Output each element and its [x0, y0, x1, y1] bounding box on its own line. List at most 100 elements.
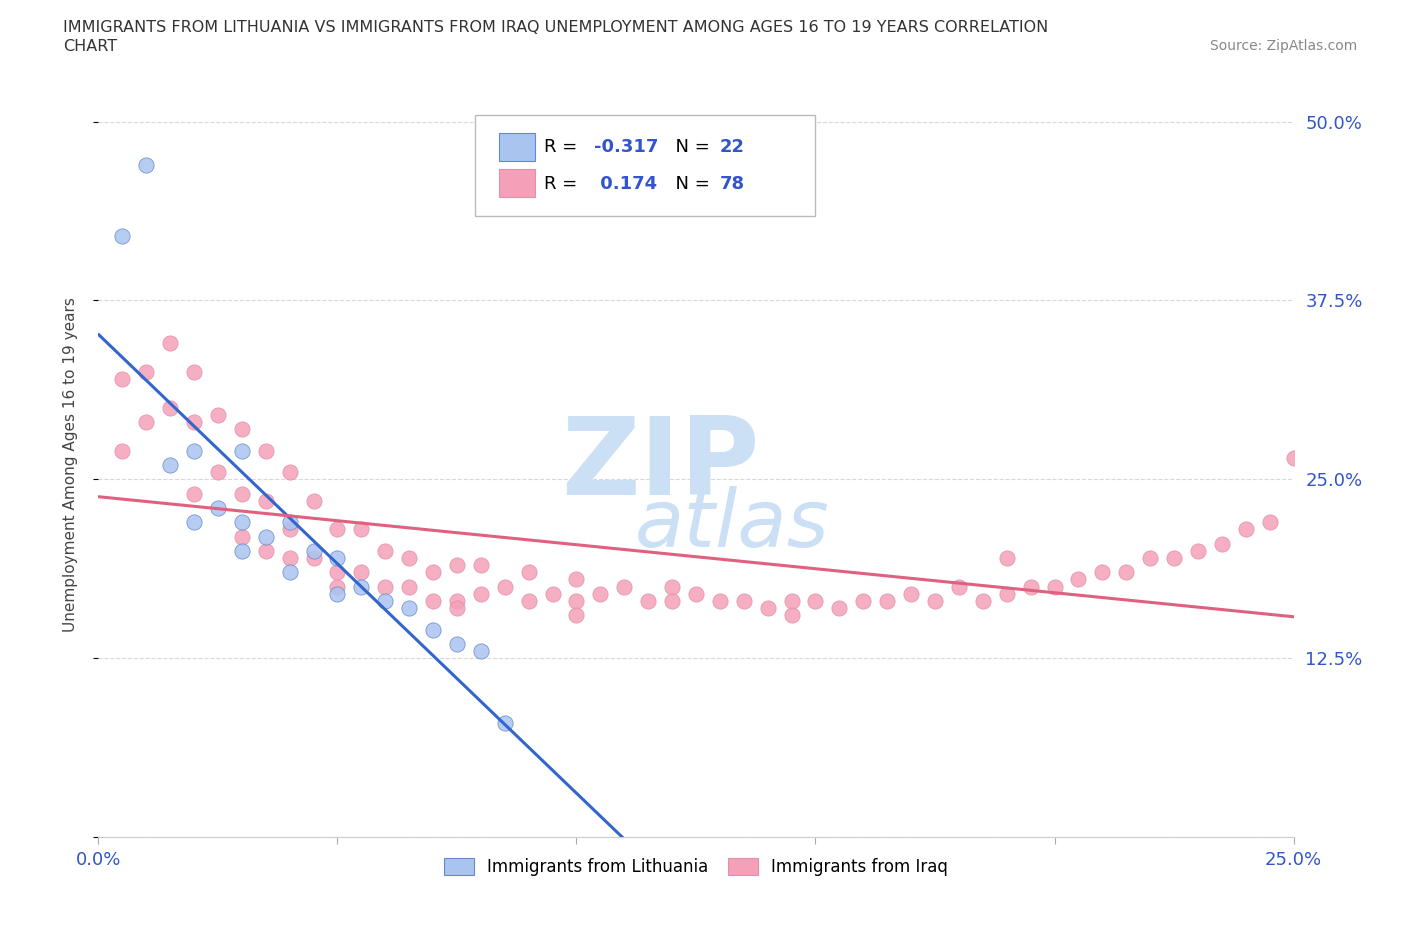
Point — [183, 515, 205, 530]
Point — [183, 486, 205, 501]
Point — [374, 543, 396, 558]
Point — [446, 593, 468, 608]
Point — [446, 601, 468, 616]
Point — [350, 579, 373, 594]
Point — [398, 601, 420, 616]
Point — [302, 493, 325, 508]
Point — [494, 579, 516, 594]
Text: 78: 78 — [720, 175, 745, 193]
Text: N =: N = — [664, 139, 716, 156]
Point — [470, 644, 492, 658]
Point — [422, 593, 444, 608]
Point — [326, 579, 349, 594]
Point — [446, 558, 468, 573]
Point — [231, 543, 253, 558]
Point — [374, 593, 396, 608]
Point — [685, 586, 707, 601]
Point — [995, 586, 1018, 601]
Point — [661, 579, 683, 594]
Point — [159, 400, 181, 415]
Point — [876, 593, 898, 608]
Point — [1139, 551, 1161, 565]
Point — [207, 500, 229, 515]
Legend: Immigrants from Lithuania, Immigrants from Iraq: Immigrants from Lithuania, Immigrants fr… — [436, 850, 956, 884]
Point — [780, 593, 803, 608]
Text: N =: N = — [664, 175, 716, 193]
Text: -0.317: -0.317 — [595, 139, 659, 156]
Point — [183, 415, 205, 430]
Point — [733, 593, 755, 608]
Point — [565, 608, 588, 623]
Point — [231, 515, 253, 530]
Text: CHART: CHART — [63, 39, 117, 54]
Y-axis label: Unemployment Among Ages 16 to 19 years: Unemployment Among Ages 16 to 19 years — [63, 298, 77, 632]
Text: R =: R = — [544, 139, 583, 156]
Point — [326, 586, 349, 601]
Point — [326, 522, 349, 537]
Text: atlas: atlas — [634, 485, 830, 564]
Point — [1187, 543, 1209, 558]
Point — [517, 593, 540, 608]
Text: 0.174: 0.174 — [595, 175, 658, 193]
Point — [1234, 522, 1257, 537]
Point — [494, 715, 516, 730]
Point — [326, 565, 349, 579]
FancyBboxPatch shape — [499, 133, 534, 162]
Point — [948, 579, 970, 594]
Text: 22: 22 — [720, 139, 745, 156]
Point — [1067, 572, 1090, 587]
Point — [422, 565, 444, 579]
Point — [661, 593, 683, 608]
Point — [350, 565, 373, 579]
Point — [613, 579, 636, 594]
Point — [159, 336, 181, 351]
Point — [278, 522, 301, 537]
Point — [828, 601, 851, 616]
Point — [1163, 551, 1185, 565]
Point — [111, 372, 134, 387]
Point — [852, 593, 875, 608]
Point — [972, 593, 994, 608]
Text: R =: R = — [544, 175, 583, 193]
Point — [804, 593, 827, 608]
Point — [1019, 579, 1042, 594]
Point — [589, 586, 612, 601]
Point — [517, 565, 540, 579]
Point — [302, 543, 325, 558]
Point — [374, 579, 396, 594]
Point — [183, 365, 205, 379]
Point — [231, 486, 253, 501]
Point — [350, 522, 373, 537]
Point — [709, 593, 731, 608]
Point — [1282, 450, 1305, 465]
Point — [995, 551, 1018, 565]
Point — [780, 608, 803, 623]
Point — [254, 444, 277, 458]
Point — [1258, 515, 1281, 530]
Point — [254, 543, 277, 558]
FancyBboxPatch shape — [475, 115, 815, 216]
Point — [446, 636, 468, 651]
Point — [541, 586, 564, 601]
Point — [422, 622, 444, 637]
Point — [278, 551, 301, 565]
Point — [111, 444, 134, 458]
Point — [565, 572, 588, 587]
Point — [231, 529, 253, 544]
Point — [398, 551, 420, 565]
Point — [278, 515, 301, 530]
Point — [278, 565, 301, 579]
FancyBboxPatch shape — [499, 169, 534, 197]
Point — [302, 551, 325, 565]
Point — [254, 493, 277, 508]
Text: Source: ZipAtlas.com: Source: ZipAtlas.com — [1209, 39, 1357, 53]
Point — [231, 422, 253, 437]
Text: ZIP: ZIP — [561, 412, 759, 518]
Point — [278, 465, 301, 480]
Point — [111, 229, 134, 244]
Point — [135, 365, 157, 379]
Point — [756, 601, 779, 616]
Point — [1211, 537, 1233, 551]
Point — [254, 529, 277, 544]
Point — [1115, 565, 1137, 579]
